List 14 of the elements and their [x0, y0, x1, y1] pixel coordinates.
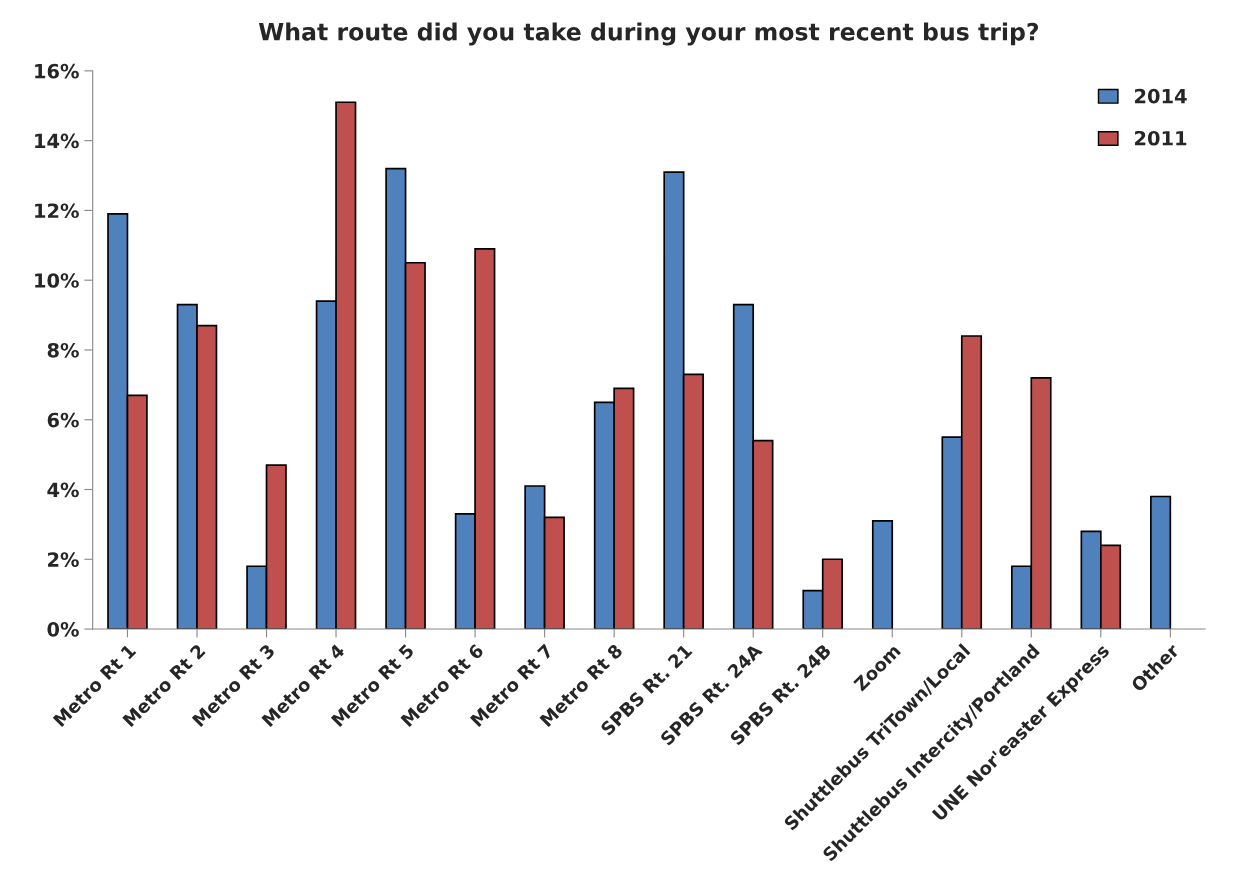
y-tick-label: 10% — [35, 273, 79, 288]
y-tick-label: 6% — [47, 412, 79, 428]
y-tick-label: 8% — [47, 342, 79, 358]
y-tick-label: 2% — [48, 552, 79, 567]
legend-label: 2014 — [1135, 88, 1187, 104]
y-tick-label: 12% — [35, 203, 79, 219]
bar — [871, 520, 894, 630]
y-tick-label: 14% — [35, 133, 79, 149]
chart-title: What route did you take during your most recent bus trip? — [258, 22, 1039, 46]
y-tick-label: 0% — [47, 622, 79, 637]
y-tick-label: 4% — [47, 482, 79, 498]
bar — [1150, 495, 1172, 630]
legend-label: 2011 — [1135, 130, 1187, 146]
y-tick-label: 16% — [35, 63, 79, 79]
